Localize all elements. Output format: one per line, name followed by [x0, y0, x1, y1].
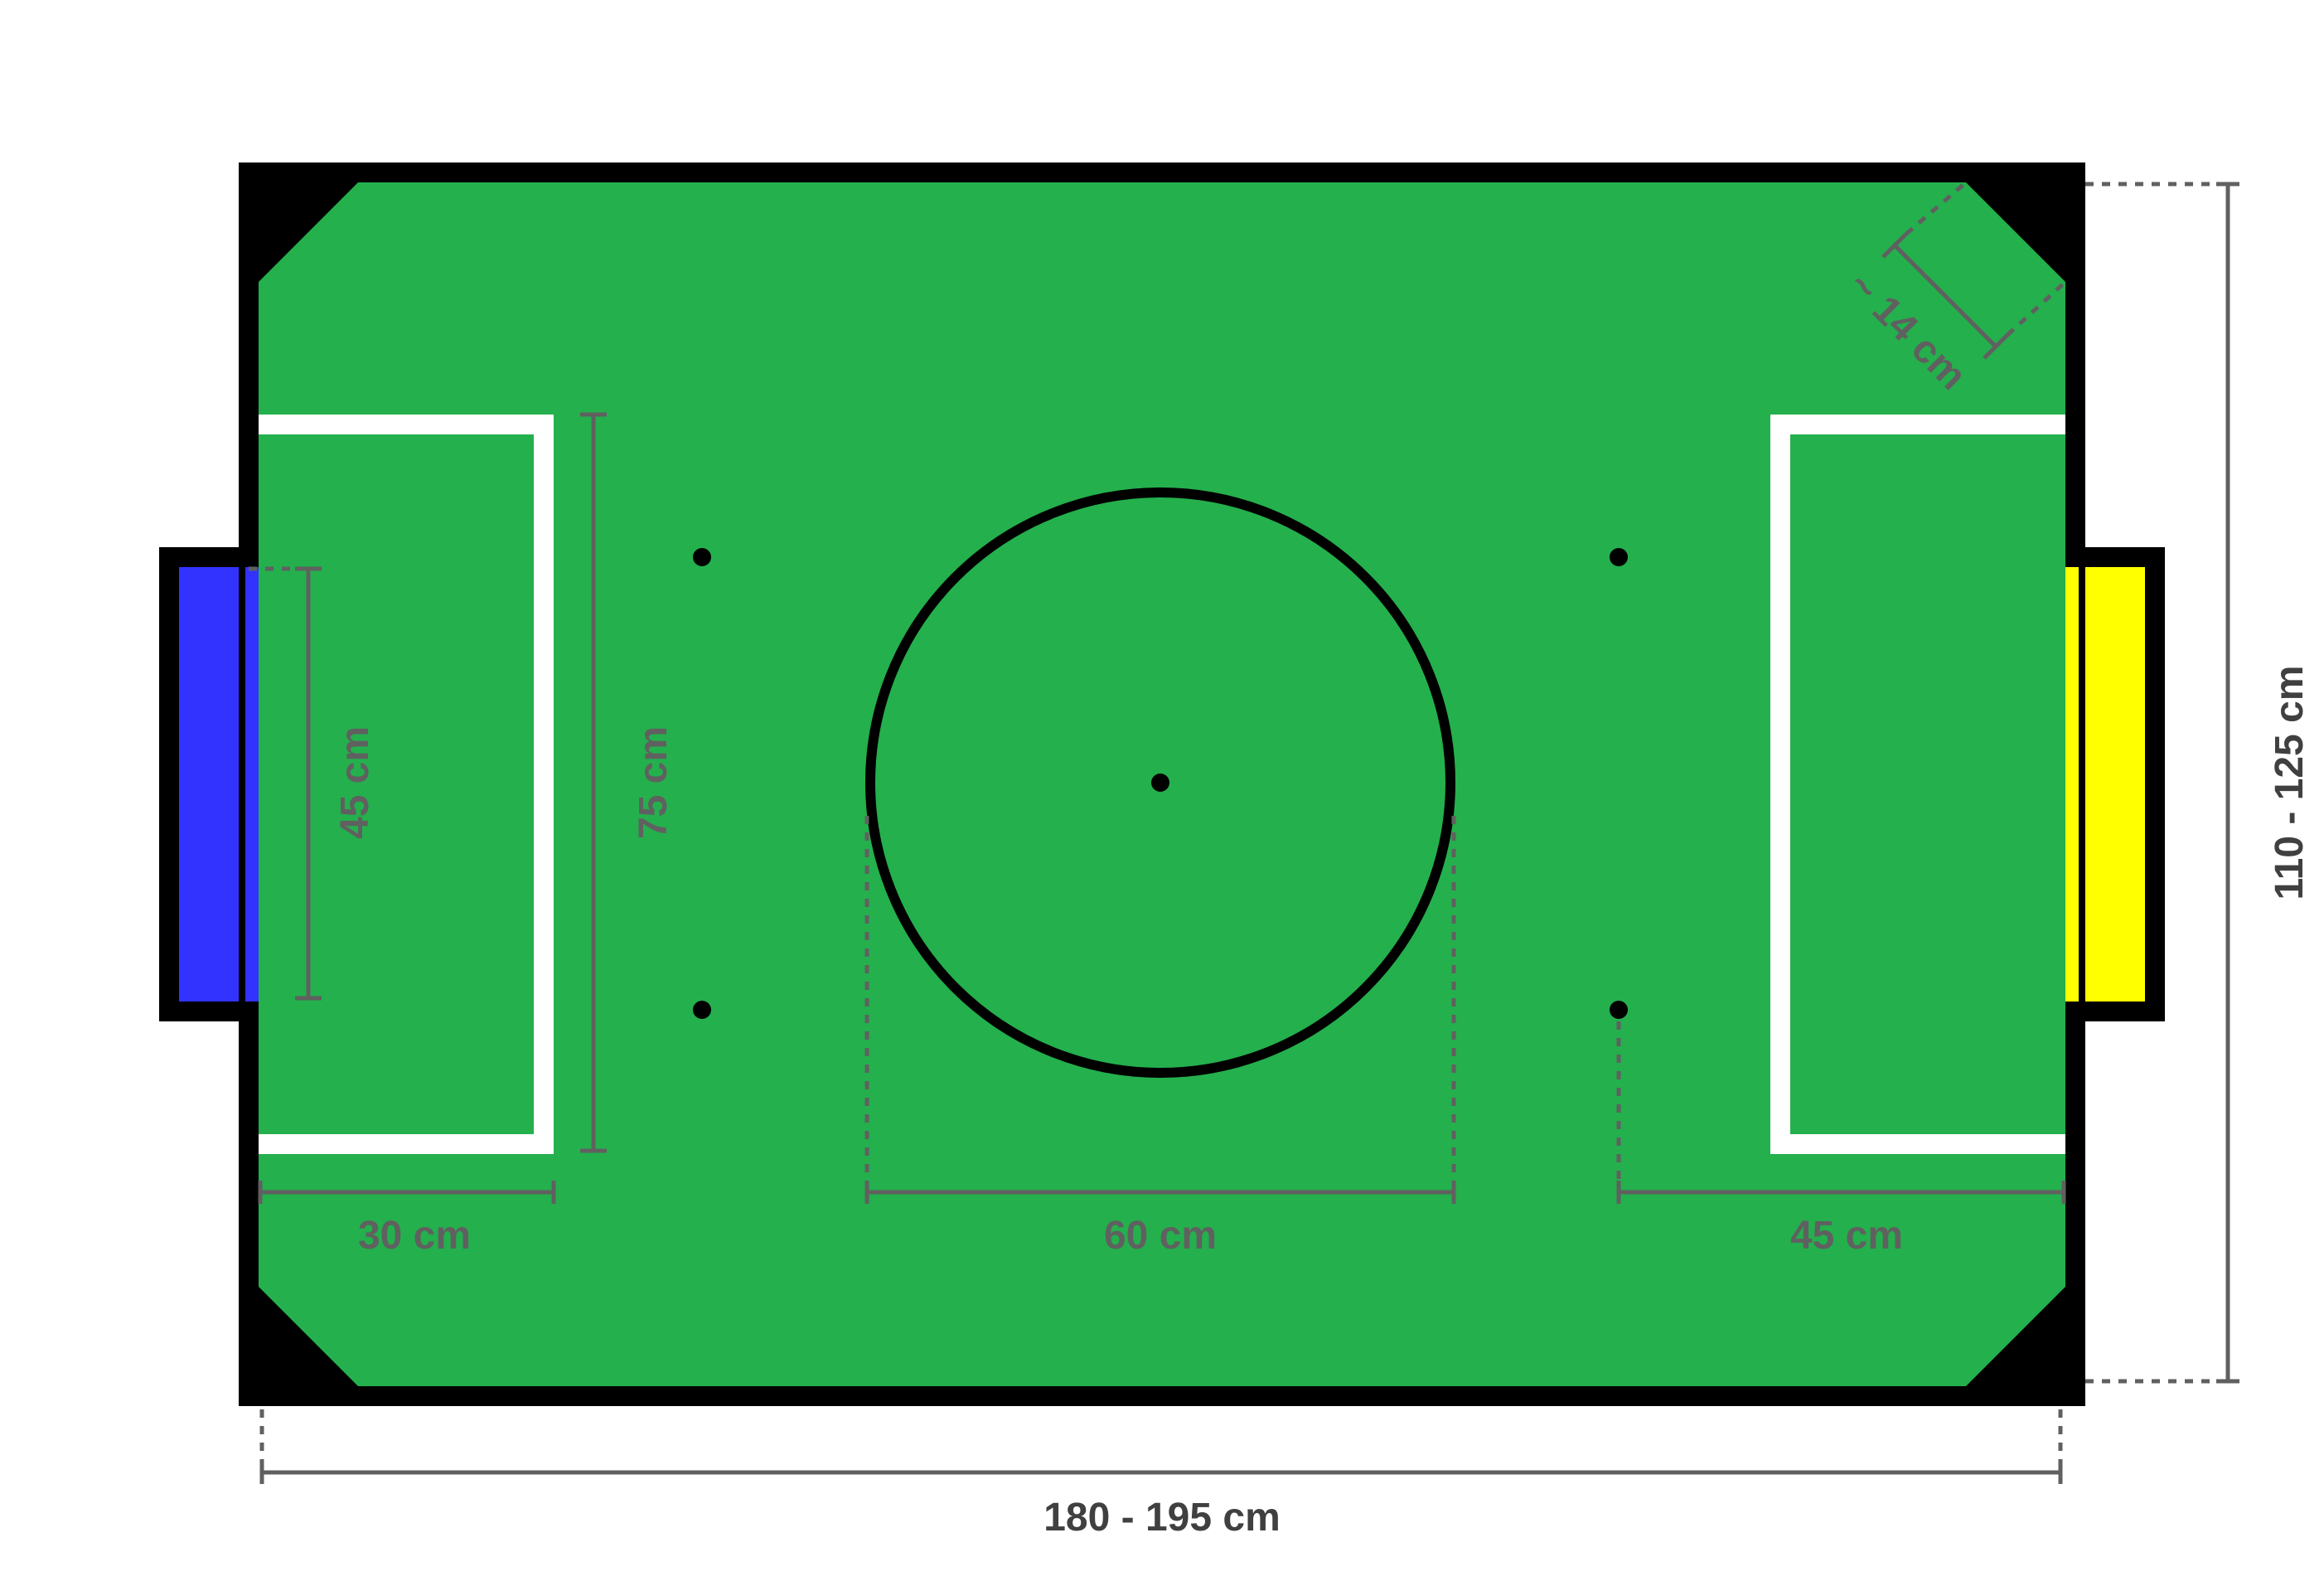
circle-diameter-label: 60 cm	[1104, 1214, 1217, 1258]
right-goal-line	[2079, 567, 2085, 1002]
corner-extension-1	[1905, 181, 1968, 235]
left-goal-line	[239, 567, 245, 1002]
penalty-depth-label: 30 cm	[358, 1214, 471, 1258]
neutral-spot-bottom-left	[693, 1001, 711, 1019]
spot-distance-label: 45 cm	[1790, 1214, 1903, 1258]
left-penalty-area	[259, 415, 554, 1154]
center-spot	[1151, 774, 1169, 792]
neutral-spot-top-left	[693, 548, 711, 566]
right-penalty-area	[1770, 415, 2065, 1154]
right-goal	[2065, 567, 2145, 1002]
center-circle	[865, 487, 1455, 1078]
dimension-lines	[249, 181, 2239, 1484]
field-length-label: 180 - 195 cm	[1043, 1496, 1281, 1540]
neutral-spot-top-right	[1610, 548, 1628, 566]
penalty-width-label: 75 cm	[632, 726, 675, 839]
corner-extension-2	[2006, 280, 2067, 337]
corner-tick-2	[1983, 333, 2009, 360]
goal-width-label: 45 cm	[333, 726, 377, 839]
corner-tick-1	[1881, 232, 1908, 259]
left-goal	[179, 567, 259, 1002]
field-width-label: 110 - 125 cm	[2268, 666, 2312, 900]
neutral-spot-bottom-right	[1610, 1001, 1628, 1019]
corner-dimension	[1893, 244, 1997, 348]
